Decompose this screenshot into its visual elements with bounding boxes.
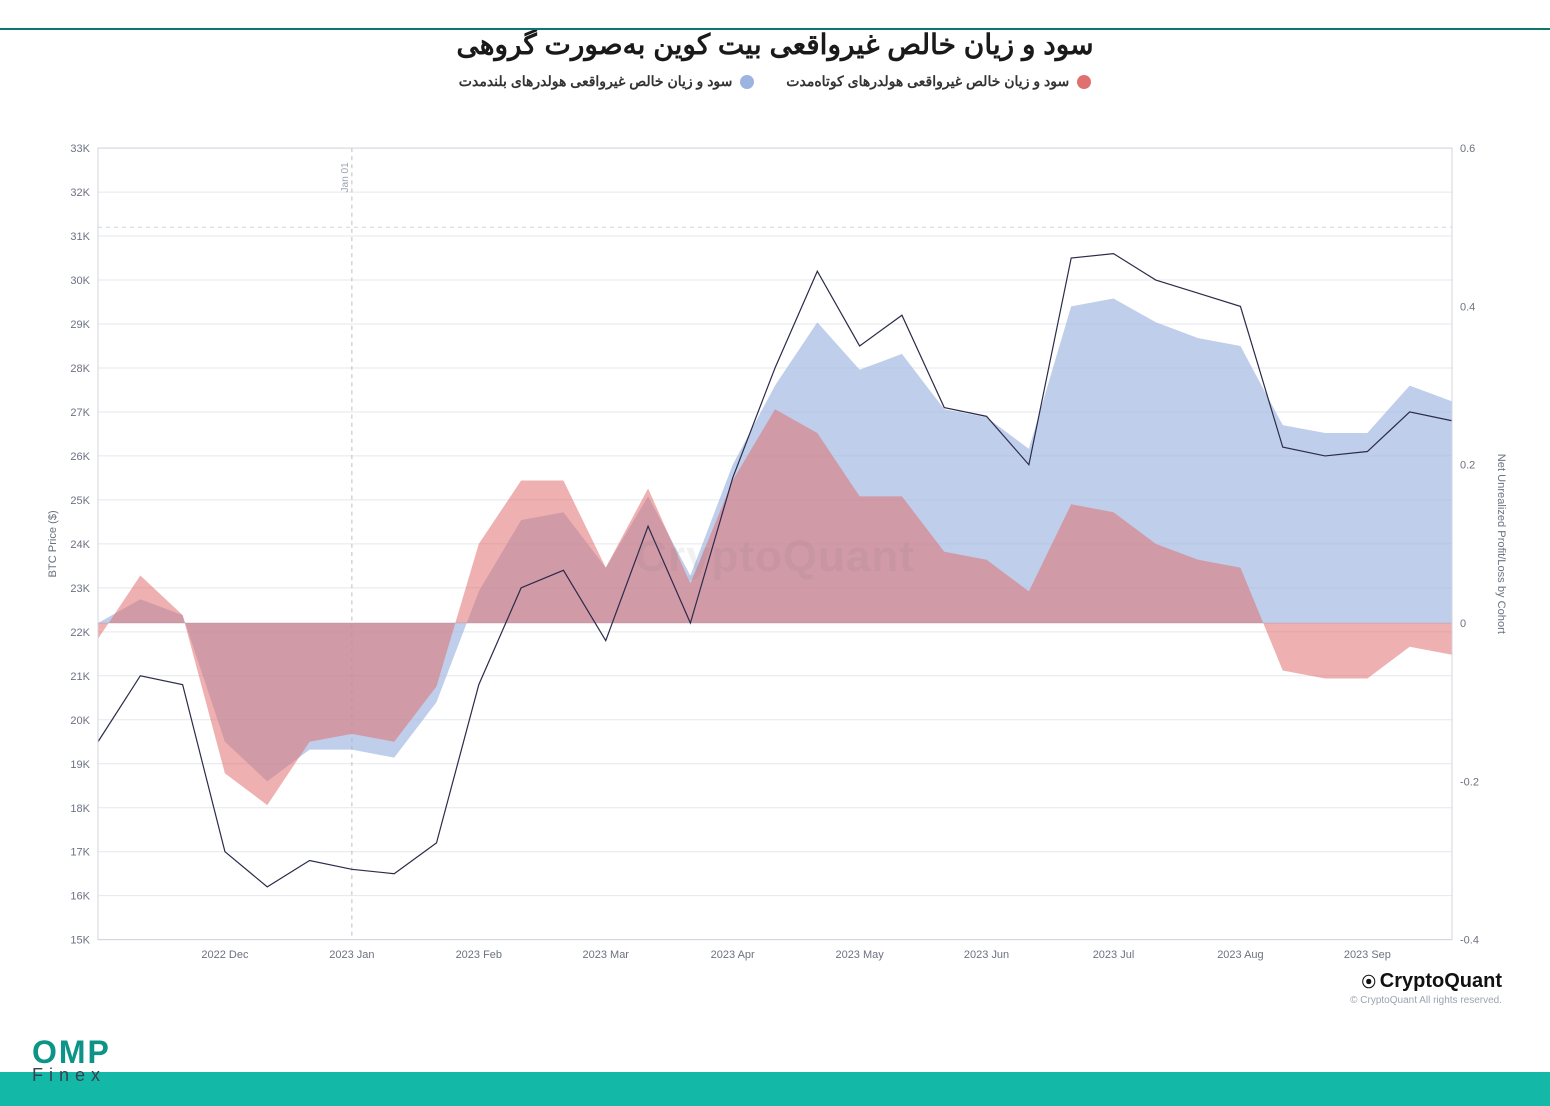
- chart-svg: Jan 01 15K 16K 17K 18K 19K 20K 21K 22K 23K 24K 25K 2…: [40, 138, 1510, 976]
- svg-text:22K: 22K: [70, 627, 90, 639]
- source-name: CryptoQuant: [1380, 970, 1502, 992]
- svg-text:2023 Jan: 2023 Jan: [329, 949, 374, 961]
- source-logo-icon: [1362, 970, 1380, 992]
- svg-text:28K: 28K: [70, 363, 90, 375]
- source-attribution: CryptoQuant © CryptoQuant All rights res…: [1350, 970, 1502, 1006]
- svg-text:0.6: 0.6: [1460, 143, 1475, 155]
- legend: سود و زیان خالص غیرواقعی هولدرهای کوتاه‌…: [0, 73, 1550, 92]
- top-border: [0, 28, 1550, 30]
- svg-text:Net Unrealized Profit/Loss by: Net Unrealized Profit/Loss by Cohort: [1495, 454, 1507, 634]
- legend-label-long-term: سود و زیان خالص غیرواقعی هولدرهای بلندمد…: [459, 73, 733, 90]
- legend-dot-long-term: [740, 75, 754, 89]
- svg-text:2023 Aug: 2023 Aug: [1217, 949, 1263, 961]
- svg-text:BTC Price ($): BTC Price ($): [47, 510, 59, 577]
- svg-text:-0.2: -0.2: [1460, 776, 1479, 788]
- brand-line2: Finex: [32, 1066, 111, 1084]
- svg-text:Jan 01: Jan 01: [340, 162, 351, 193]
- svg-text:0: 0: [1460, 618, 1466, 630]
- svg-text:30K: 30K: [70, 275, 90, 287]
- svg-text:0.2: 0.2: [1460, 460, 1475, 472]
- svg-text:24K: 24K: [70, 539, 90, 551]
- chart-container: Jan 01 15K 16K 17K 18K 19K 20K 21K 22K 23K 24K 25K 2…: [40, 138, 1510, 976]
- svg-text:16K: 16K: [70, 891, 90, 903]
- legend-item-short-term: سود و زیان خالص غیرواقعی هولدرهای کوتاه‌…: [786, 73, 1091, 90]
- source-logo: CryptoQuant: [1350, 970, 1502, 993]
- legend-dot-short-term: [1077, 75, 1091, 89]
- svg-text:20K: 20K: [70, 715, 90, 727]
- svg-text:25K: 25K: [70, 495, 90, 507]
- svg-text:27K: 27K: [70, 407, 90, 419]
- svg-text:19K: 19K: [70, 759, 90, 771]
- legend-label-short-term: سود و زیان خالص غیرواقعی هولدرهای کوتاه‌…: [786, 73, 1069, 90]
- svg-text:2023 Jul: 2023 Jul: [1093, 949, 1135, 961]
- svg-text:0.4: 0.4: [1460, 301, 1475, 313]
- chart-title: سود و زیان خالص غیرواقعی بیت کوین به‌صور…: [0, 28, 1550, 61]
- svg-text:2023 Feb: 2023 Feb: [456, 949, 502, 961]
- svg-text:2023 Mar: 2023 Mar: [583, 949, 630, 961]
- svg-text:23K: 23K: [70, 583, 90, 595]
- svg-text:33K: 33K: [70, 143, 90, 155]
- brand-bar: OMP Finex: [0, 1038, 1550, 1106]
- svg-text:26K: 26K: [70, 451, 90, 463]
- svg-text:31K: 31K: [70, 231, 90, 243]
- svg-text:17K: 17K: [70, 847, 90, 859]
- svg-text:21K: 21K: [70, 671, 90, 683]
- svg-text:32K: 32K: [70, 187, 90, 199]
- svg-text:-0.4: -0.4: [1460, 935, 1479, 947]
- svg-text:2023 May: 2023 May: [835, 949, 884, 961]
- svg-text:2022 Dec: 2022 Dec: [201, 949, 249, 961]
- svg-text:2023 Apr: 2023 Apr: [711, 949, 755, 961]
- legend-item-long-term: سود و زیان خالص غیرواقعی هولدرهای بلندمد…: [459, 73, 755, 90]
- brand-line1: OMP: [32, 1036, 111, 1068]
- brand-green-strip: [0, 1072, 1550, 1106]
- svg-text:2023 Jun: 2023 Jun: [964, 949, 1009, 961]
- svg-text:15K: 15K: [70, 935, 90, 947]
- svg-text:29K: 29K: [70, 319, 90, 331]
- svg-text:18K: 18K: [70, 803, 90, 815]
- svg-text:2023 Sep: 2023 Sep: [1344, 949, 1391, 961]
- brand-logo: OMP Finex: [32, 1036, 111, 1084]
- source-sub: © CryptoQuant All rights reserved.: [1350, 995, 1502, 1006]
